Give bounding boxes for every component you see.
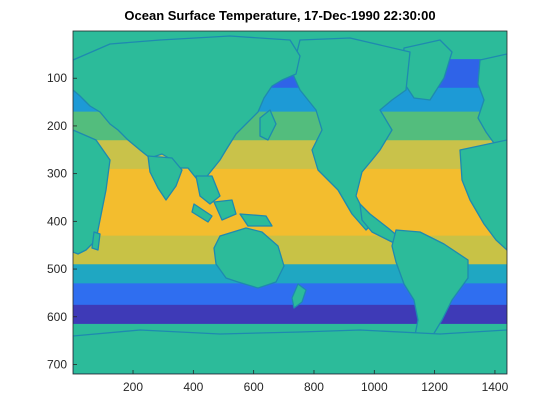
land-western-europe: [477, 53, 507, 147]
y-axis-ticks: 100 200 300 400 500 600 700: [47, 71, 77, 371]
x-tick-label: 1000: [361, 380, 388, 394]
y-tick-label: 100: [47, 71, 67, 85]
land-eurasia: [73, 35, 301, 181]
land-madagascar: [91, 231, 101, 251]
y-tick-label: 500: [47, 262, 67, 276]
land-antarctica: [73, 329, 507, 374]
land-japan: [259, 109, 277, 141]
y-tick-label: 400: [47, 214, 67, 228]
x-tick-label: 600: [244, 380, 264, 394]
x-tick-label: 1200: [421, 380, 448, 394]
temperature-band-9: [73, 304, 507, 325]
y-tick-label: 200: [47, 119, 67, 133]
temperature-band-5: [73, 168, 507, 237]
temperature-band-8: [73, 283, 507, 306]
y-tick-label: 600: [47, 310, 67, 324]
land-masses: [73, 35, 507, 374]
chart-title: Ocean Surface Temperature, 17-Dec-1990 2…: [124, 8, 436, 23]
land-india: [147, 155, 183, 201]
land-sumatra: [191, 203, 213, 223]
land-borneo: [213, 199, 237, 221]
land-new-guinea: [239, 213, 273, 227]
land-africa-west: [73, 129, 111, 255]
x-axis-ticks: 200 400 600 800 1000 1200 1400: [123, 370, 509, 394]
y-tick-label: 300: [47, 167, 67, 181]
land-africa-east: [459, 139, 507, 251]
x-tick-label: 1400: [482, 380, 509, 394]
x-tick-label: 800: [304, 380, 324, 394]
x-tick-label: 400: [183, 380, 203, 394]
land-new-zealand: [291, 283, 307, 309]
axes-box: [72, 30, 508, 375]
x-tick-label: 200: [123, 380, 143, 394]
land-southeast-asia: [195, 175, 221, 205]
y-tick-label: 700: [47, 357, 67, 371]
land-australia: [213, 227, 285, 289]
